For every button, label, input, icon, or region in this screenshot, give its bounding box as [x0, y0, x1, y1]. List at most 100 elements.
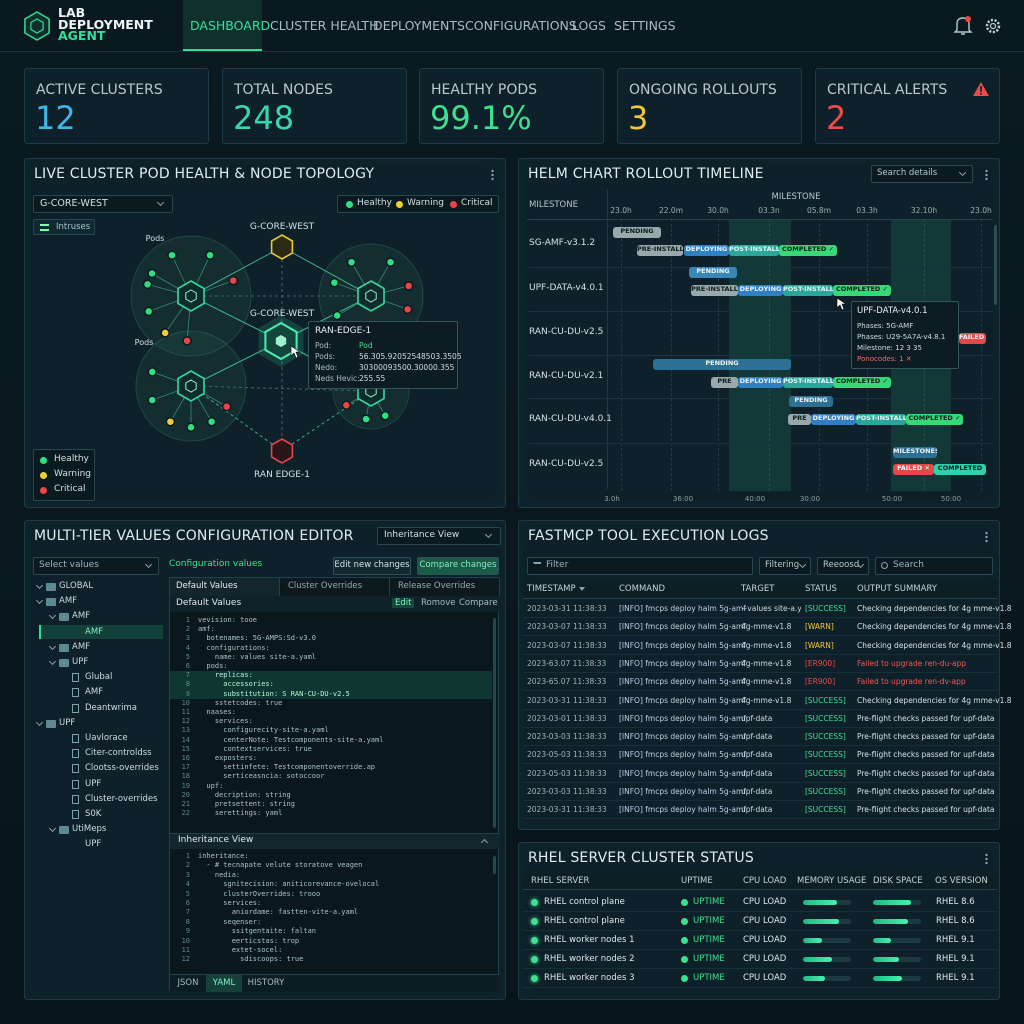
uptime: UPTIME: [693, 897, 725, 907]
tab[interactable]: Default Values: [170, 578, 280, 596]
logo-text: AGENT: [58, 28, 106, 43]
time-tick: 05.8m: [806, 206, 832, 215]
node-center-icon: [275, 335, 287, 347]
os-version: RHEL 9.1: [936, 973, 975, 983]
node-warning: [270, 234, 294, 260]
values-select[interactable]: Select values: [33, 557, 159, 575]
bottom-tab[interactable]: JSON: [172, 975, 204, 992]
menu-icon[interactable]: [985, 169, 988, 181]
bottom-tab[interactable]: YAML: [206, 975, 242, 992]
editor-action[interactable]: Compare: [459, 598, 498, 608]
tree-item[interactable]: AMF: [85, 626, 104, 637]
tree-item[interactable]: Clootss-overrides: [85, 763, 159, 774]
tree-item[interactable]: Cluster-overrides: [85, 793, 158, 804]
panel: LIVE CLUSTER POD HEALTH & NODE TOPOLOGY G…: [24, 158, 506, 508]
button[interactable]: Edit new changes: [333, 557, 411, 575]
row-line: [527, 267, 993, 268]
tree-item[interactable]: AMF: [72, 641, 91, 652]
status-dot: [531, 975, 538, 982]
line-number: 5: [185, 652, 190, 661]
memory-track: [803, 976, 851, 981]
row-line: [523, 745, 997, 747]
file-icon: [72, 810, 79, 819]
tree-item[interactable]: Glubal: [85, 672, 113, 683]
link: [190, 246, 283, 297]
tree-item[interactable]: UtiMeps: [72, 824, 107, 835]
kpi-card: ACTIVE CLUSTERS 12: [24, 68, 209, 144]
editor-action[interactable]: Edit: [392, 598, 415, 608]
tree-item[interactable]: UPF: [59, 717, 76, 728]
nav-item[interactable]: LOGS: [572, 18, 606, 33]
filter-button[interactable]: Intruses: [33, 219, 95, 235]
tree-item[interactable]: AMF: [59, 596, 78, 607]
tooltip-value: 30300093500.30000.355: [359, 363, 455, 372]
tree-item[interactable]: S0K: [85, 809, 102, 819]
stage-label: MILESTONES: [893, 446, 937, 455]
tab[interactable]: Cluster Overrides: [282, 578, 390, 596]
column-divider: [607, 189, 608, 489]
stage-label: POST-INSTALL: [856, 413, 906, 422]
stage-bar: POST-INSTALL: [783, 376, 833, 388]
column-header: RHEL SERVER: [531, 876, 590, 886]
tree-item[interactable]: Citer-controldss: [85, 748, 152, 759]
menu-icon[interactable]: [491, 169, 494, 181]
code-line: accessories:: [198, 680, 274, 689]
editor-action[interactable]: Romove: [421, 598, 456, 608]
row-line: [523, 635, 997, 637]
tree-item[interactable]: GLOBAL: [59, 581, 94, 591]
line-number: 3: [185, 634, 190, 643]
view-select[interactable]: Inheritance View: [377, 527, 501, 545]
nav-item[interactable]: CONFIGURATIONS: [465, 18, 577, 33]
tree-item[interactable]: UPF: [85, 839, 102, 850]
menu-icon[interactable]: [985, 531, 988, 543]
alert-icon: [980, 93, 982, 95]
time-tick: 3.0h: [604, 495, 620, 503]
log-status: [SUCCESS]: [805, 713, 846, 723]
kpi-label: ONGOING ROLLOUTS: [629, 82, 777, 98]
stage-bar: PRE-INSTALL: [691, 284, 738, 296]
region-select[interactable]: G-CORE-WEST: [33, 195, 173, 213]
tree-item[interactable]: AMF: [72, 611, 91, 622]
tree-item[interactable]: UPF: [72, 657, 89, 667]
tab[interactable]: Release Overrides: [392, 578, 500, 596]
nav-item[interactable]: DASHBOARD: [190, 18, 271, 33]
stage-label: COMPLETED ✓: [781, 244, 835, 253]
chevron: [144, 560, 153, 569]
search-input[interactable]: Search: [875, 557, 993, 575]
os-version: RHEL 8.6: [936, 897, 975, 907]
stage-bar: DEPLOYING: [738, 376, 783, 388]
row-line: [523, 968, 997, 969]
search-details[interactable]: Search details: [871, 165, 973, 183]
pod: [182, 336, 192, 346]
line-number: 7: [185, 671, 190, 680]
row-line: [523, 818, 997, 820]
chevron: [35, 581, 44, 590]
filter-select[interactable]: Reeoosd: [817, 557, 869, 575]
status-dot: [681, 956, 688, 963]
log-status: [SUCCESS]: [805, 787, 846, 796]
editor-title: Default Values: [176, 598, 242, 608]
tree-item[interactable]: UPF: [85, 778, 102, 789]
nav-item[interactable]: CLUSTER HEALTH: [270, 18, 379, 33]
log-command: [INFO] fmcps deploy halm 5g-amf: [619, 622, 746, 632]
tree-item[interactable]: AMF: [85, 687, 104, 698]
code-line: sdiscoops: true: [198, 955, 304, 964]
tooltip-key: Pods:: [315, 352, 336, 361]
bottom-tab[interactable]: HISTORY: [244, 975, 288, 992]
nav-item[interactable]: SETTINGS: [614, 18, 676, 33]
memory-track: [803, 919, 851, 924]
filter-icon: [40, 224, 49, 231]
filter-input[interactable]: Filter: [527, 557, 753, 575]
tree-item[interactable]: Deantwrima: [85, 702, 138, 713]
pod: [332, 310, 342, 321]
filter-select[interactable]: Filtering: [759, 557, 811, 575]
menu-icon[interactable]: [985, 853, 988, 865]
code-line: pretsettent: string: [198, 800, 295, 808]
button[interactable]: Compare changes: [417, 557, 499, 575]
log-target: upf-data: [741, 805, 773, 815]
subtitle: Configuration values: [169, 559, 263, 569]
release-name: SG-AMF-v3.1.2: [529, 238, 596, 248]
tree-item[interactable]: Uavlorace: [85, 733, 128, 743]
time-tick: 22.0m: [658, 206, 684, 215]
nav-item[interactable]: DEPLOYMENTS: [373, 18, 465, 33]
